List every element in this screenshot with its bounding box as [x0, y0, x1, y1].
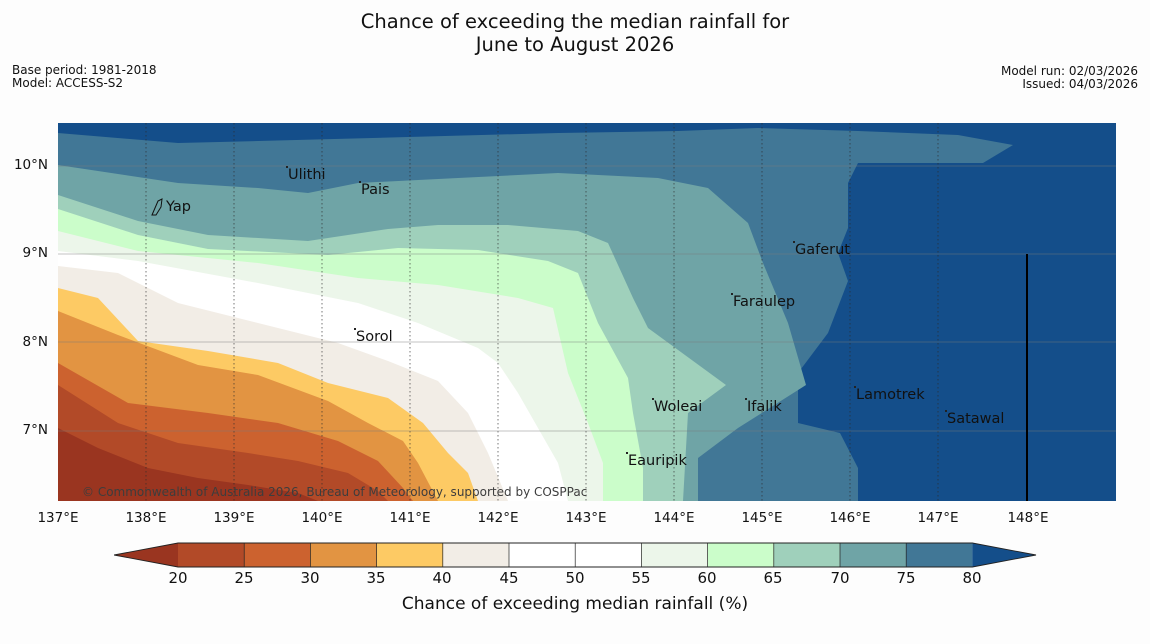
place-eauripik: Eauripik: [626, 452, 687, 469]
cb-tick-50: 50: [565, 569, 585, 587]
place-faraulep: Faraulep: [731, 293, 796, 310]
cb-seg-35-40: [376, 543, 443, 567]
meta-right: Model run: 02/03/2026 Issued: 04/03/2026: [1001, 65, 1138, 91]
cb-seg-65-70: [773, 543, 840, 567]
cb-seg-45-50: [509, 543, 576, 567]
lon-label-145e: 145°E: [741, 510, 783, 526]
cb-tick-70: 70: [830, 569, 850, 587]
colorbar-label: Chance of exceeding median rainfall (%): [401, 594, 749, 614]
cb-tick-20: 20: [168, 569, 188, 587]
cb-seg-50-55: [575, 543, 642, 567]
place-pais: Pais: [359, 181, 390, 198]
place-woleai: Woleai: [652, 398, 703, 415]
cb-tick-45: 45: [499, 569, 519, 587]
place-ulithi: Ulithi: [286, 166, 326, 183]
cb-arrow-high: [972, 543, 1036, 567]
cb-outline: [113, 542, 1037, 568]
cb-tick-65: 65: [763, 569, 783, 587]
model-name: Model: ACCESS-S2: [12, 76, 124, 90]
lon-label-148e: 148°E: [1007, 510, 1049, 526]
graticule-meridians: [145, 123, 939, 501]
lon-label-137e: 137°E: [37, 510, 79, 526]
cb-seg-70-75: [840, 543, 907, 567]
place-yap: Yap: [166, 199, 191, 215]
map-svg: [58, 123, 1116, 501]
issued-date: Issued: 04/03/2026: [1022, 77, 1138, 91]
cb-tick-40: 40: [432, 569, 452, 587]
title-line-2: June to August 2026: [475, 33, 675, 56]
place-lamotrek: Lamotrek: [854, 386, 925, 403]
band-below-20: [58, 428, 318, 501]
cb-seg-55-60: [641, 543, 708, 567]
place-sorol: Sorol: [354, 328, 393, 345]
cb-seg-30-35: [310, 543, 377, 567]
model-run: Model run: 02/03/2026: [1000, 64, 1138, 78]
lon-label-144e: 144°E: [653, 510, 695, 526]
lon-label-141e: 141°E: [389, 510, 431, 526]
title-line-1: Chance of exceeding the median rainfall …: [360, 10, 790, 33]
cb-seg-40-45: [442, 543, 509, 567]
colorbar-svg: [113, 542, 1037, 568]
cb-arrow-low: [114, 543, 178, 567]
lon-label-146e: 146°E: [829, 510, 871, 526]
cb-tick-30: 30: [300, 569, 320, 587]
cb-seg-60-65: [707, 543, 774, 567]
chart-title: Chance of exceeding the median rainfall …: [0, 10, 1150, 56]
lon-label-138e: 138°E: [125, 510, 167, 526]
lon-label-147e: 147°E: [917, 510, 959, 526]
lon-label-143e: 143°E: [565, 510, 607, 526]
place-satawal: Satawal: [945, 410, 1005, 427]
cb-seg-20-25: [178, 543, 245, 567]
colorbar: [113, 542, 1038, 572]
cb-tick-35: 35: [366, 569, 386, 587]
cb-seg-75-80: [906, 543, 973, 567]
copyright-notice: © Commonwealth of Australia 2026, Bureau…: [82, 485, 588, 499]
lat-label-10n: 10°N: [13, 157, 48, 173]
cb-tick-25: 25: [234, 569, 254, 587]
yap-island-outline: [151, 198, 163, 216]
cb-tick-55: 55: [631, 569, 651, 587]
cb-tick-80: 80: [962, 569, 982, 587]
lat-label-9n: 9°N: [22, 245, 48, 261]
lon-label-140e: 140°E: [301, 510, 343, 526]
lon-label-142e: 142°E: [477, 510, 519, 526]
base-period: Base period: 1981-2018: [12, 63, 157, 77]
graticule-parallels: [58, 165, 1116, 432]
lon-label-139e: 139°E: [213, 510, 255, 526]
lat-label-8n: 8°N: [22, 334, 48, 350]
place-gaferut: Gaferut: [793, 241, 850, 258]
rainfall-map[interactable]: Yap Ulithi Pais Sorol Gaferut Faraulep W…: [58, 123, 1116, 501]
cb-tick-60: 60: [697, 569, 717, 587]
cb-seg-25-30: [244, 543, 311, 567]
meta-left: Base period: 1981-2018 Model: ACCESS-S2: [12, 64, 157, 90]
lat-label-7n: 7°N: [22, 422, 48, 438]
cb-dividers: [243, 543, 907, 567]
cb-tick-75: 75: [896, 569, 916, 587]
place-ifalik: Ifalik: [745, 398, 782, 415]
